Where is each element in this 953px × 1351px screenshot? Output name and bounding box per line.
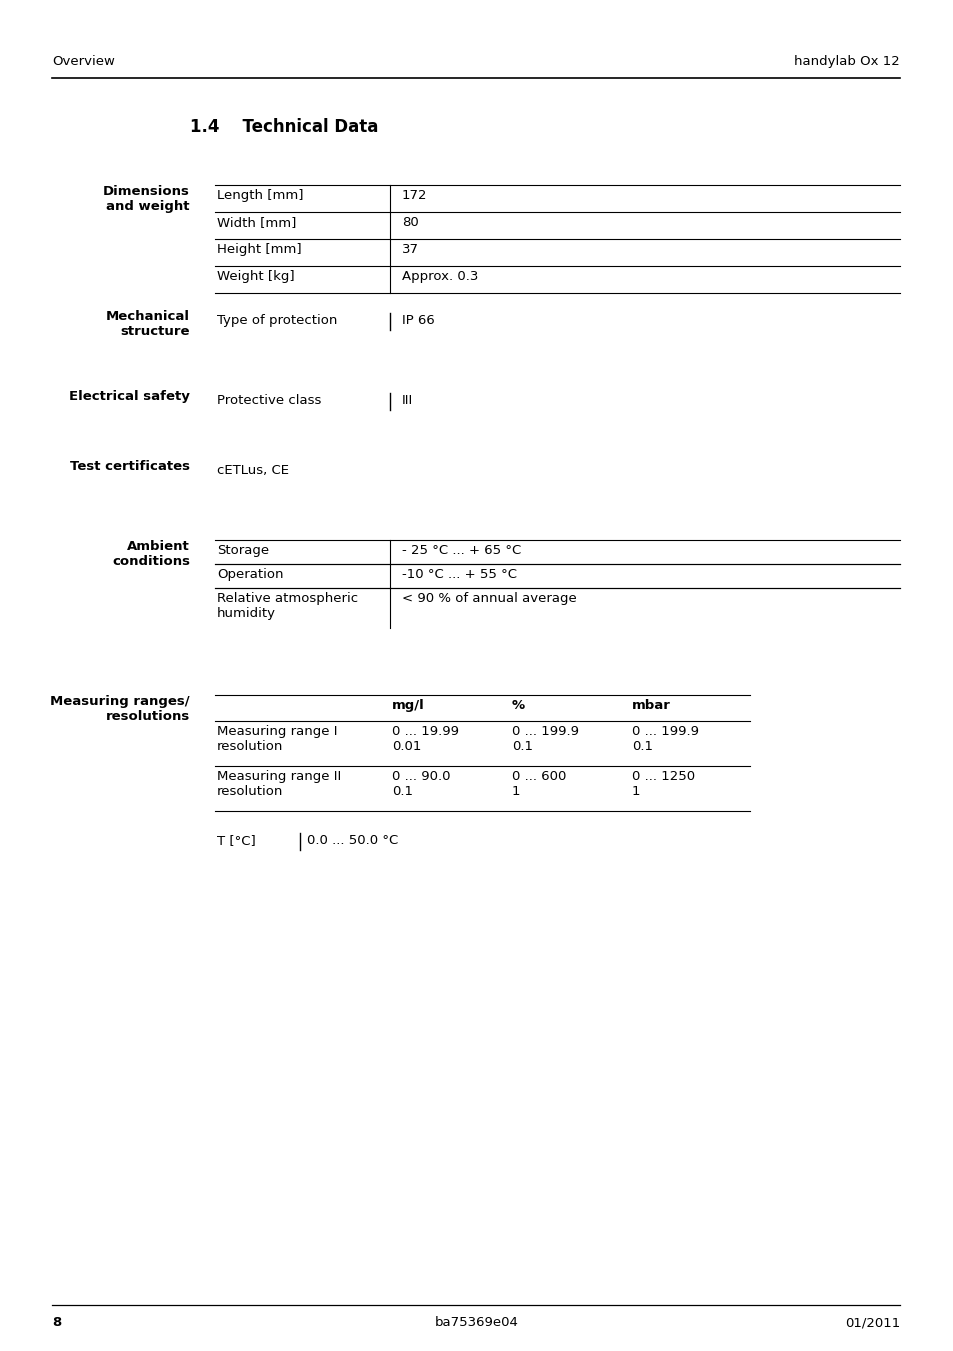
Text: 0 ... 1250
1: 0 ... 1250 1 [631,770,695,798]
Text: Operation: Operation [216,567,283,581]
Text: 0 ... 19.99
0.01: 0 ... 19.99 0.01 [392,725,458,753]
Text: Measuring range I
resolution: Measuring range I resolution [216,725,337,753]
Text: Test certificates: Test certificates [70,459,190,473]
Text: handylab Ox 12: handylab Ox 12 [794,55,899,68]
Text: -10 °C ... + 55 °C: -10 °C ... + 55 °C [401,567,517,581]
Text: 37: 37 [401,243,418,255]
Text: 80: 80 [401,216,418,230]
Text: III: III [401,394,413,407]
Text: < 90 % of annual average: < 90 % of annual average [401,592,577,605]
Text: Type of protection: Type of protection [216,313,337,327]
Text: Relative atmospheric
humidity: Relative atmospheric humidity [216,592,357,620]
Text: 01/2011: 01/2011 [843,1316,899,1329]
Text: Storage: Storage [216,544,269,557]
Text: mbar: mbar [631,698,670,712]
Text: cETLus, CE: cETLus, CE [216,463,289,477]
Text: 0.0 ... 50.0 °C: 0.0 ... 50.0 °C [307,834,397,847]
Text: 0 ... 199.9
0.1: 0 ... 199.9 0.1 [631,725,699,753]
Text: Protective class: Protective class [216,394,321,407]
Text: 172: 172 [401,189,427,203]
Text: - 25 °C ... + 65 °C: - 25 °C ... + 65 °C [401,544,520,557]
Text: Length [mm]: Length [mm] [216,189,303,203]
Text: Measuring range II
resolution: Measuring range II resolution [216,770,341,798]
Text: Mechanical
structure: Mechanical structure [106,309,190,338]
Text: Measuring ranges/
resolutions: Measuring ranges/ resolutions [51,694,190,723]
Text: Height [mm]: Height [mm] [216,243,301,255]
Text: Width [mm]: Width [mm] [216,216,296,230]
Text: Electrical safety: Electrical safety [69,390,190,403]
Text: IP 66: IP 66 [401,313,435,327]
Text: 1.4    Technical Data: 1.4 Technical Data [190,118,378,136]
Text: T [°C]: T [°C] [216,834,255,847]
Text: Overview: Overview [52,55,114,68]
Text: 8: 8 [52,1316,61,1329]
Text: Approx. 0.3: Approx. 0.3 [401,270,477,282]
Text: ba75369e04: ba75369e04 [435,1316,518,1329]
Text: mg/l: mg/l [392,698,424,712]
Text: 0 ... 600
1: 0 ... 600 1 [512,770,566,798]
Text: %: % [512,698,524,712]
Text: Weight [kg]: Weight [kg] [216,270,294,282]
Text: Dimensions
and weight: Dimensions and weight [103,185,190,213]
Text: Ambient
conditions: Ambient conditions [112,540,190,567]
Text: 0 ... 199.9
0.1: 0 ... 199.9 0.1 [512,725,578,753]
Text: 0 ... 90.0
0.1: 0 ... 90.0 0.1 [392,770,450,798]
